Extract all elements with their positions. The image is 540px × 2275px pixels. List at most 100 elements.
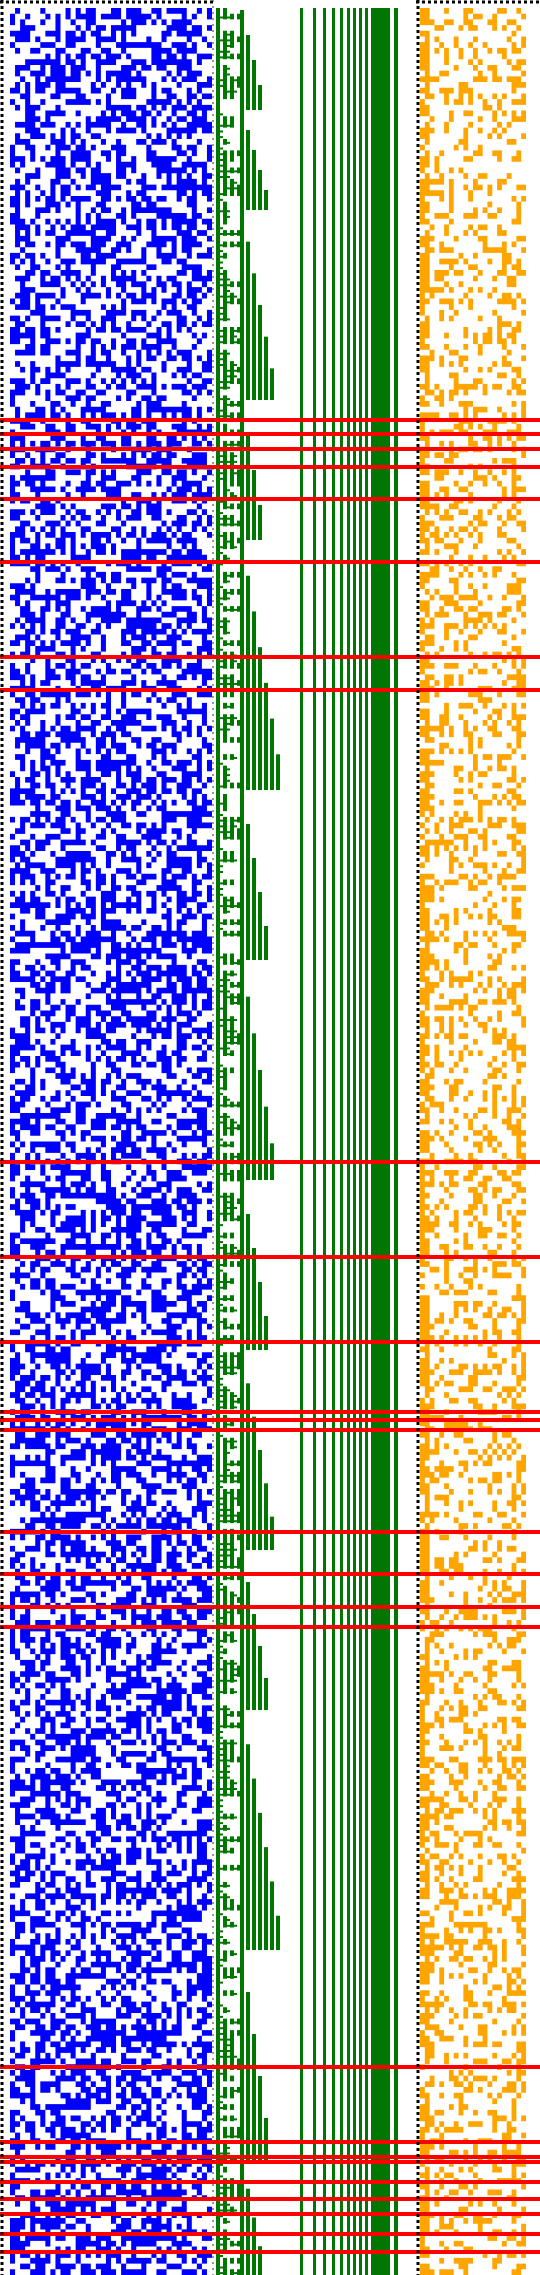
- clade-bar: [240, 790, 244, 960]
- highlight-row: [0, 1410, 540, 1414]
- clade-bar: [264, 1847, 268, 1950]
- highlight-row: [0, 1625, 540, 1629]
- clade-bar: [258, 1646, 262, 1710]
- highlight-row: [0, 447, 540, 451]
- highlight-row: [0, 2212, 540, 2216]
- highlight-row: [0, 560, 540, 564]
- tree-trunk-line: [340, 8, 343, 2275]
- highlight-row: [0, 465, 540, 469]
- tree-trunk-line: [300, 8, 303, 2275]
- clade-bar: [252, 470, 256, 540]
- clade-bar: [264, 2118, 268, 2160]
- clade-bar: [258, 505, 262, 540]
- highlight-rows: [0, 418, 540, 2254]
- clade-bar: [258, 2246, 262, 2275]
- clade-bar: [252, 1778, 256, 1950]
- highlight-row: [0, 2065, 540, 2069]
- left-dot-matrix: [10, 8, 212, 2275]
- tree-trunk-line: [323, 8, 326, 2275]
- clade-bar: [246, 1744, 250, 1950]
- highlight-row: [0, 2160, 540, 2164]
- highlight-row: [0, 1530, 540, 1534]
- clade-bar: [258, 85, 262, 110]
- clade-bar: [264, 682, 268, 790]
- clade-bar: [264, 1483, 268, 1550]
- clade-bar: [246, 824, 250, 960]
- tree-line-panel: [216, 8, 398, 2275]
- highlight-row: [0, 2232, 540, 2236]
- clade-bar: [252, 1033, 256, 1180]
- clade-bar: [246, 241, 250, 400]
- clade-bar: [246, 1582, 250, 1710]
- clade-bar: [246, 130, 250, 210]
- clade-bar: [240, 540, 244, 790]
- clade-bar: [264, 1678, 268, 1710]
- highlight-row: [0, 418, 540, 422]
- clade-bar: [252, 611, 256, 790]
- clade-bar: [246, 575, 250, 790]
- clade-bar: [240, 1180, 244, 1350]
- right-matrix-cells: [420, 8, 526, 2275]
- clade-bar: [240, 400, 244, 540]
- clade-bar: [258, 170, 262, 210]
- highlight-row: [0, 1340, 540, 1344]
- clade-bar: [240, 960, 244, 1180]
- clade-bar: [240, 1350, 244, 1550]
- clade-bar: [252, 1416, 256, 1550]
- highlight-row: [0, 2197, 540, 2201]
- clade-bar: [270, 718, 274, 790]
- tree-trunk-line: [365, 8, 368, 2275]
- clade-bar: [246, 1383, 250, 1550]
- clade-bar: [252, 1614, 256, 1710]
- clade-bar: [270, 1881, 274, 1950]
- clade-bar: [240, 210, 244, 400]
- clade-bar: [252, 858, 256, 960]
- left-matrix-cells: [10, 8, 212, 2275]
- clade-bar: [252, 2217, 256, 2275]
- clade-bar: [246, 1214, 250, 1350]
- tree-trunk-line: [313, 8, 316, 2275]
- highlight-row: [0, 655, 540, 659]
- clade-bar: [264, 1316, 268, 1350]
- clade-bar: [252, 2034, 256, 2160]
- clade-bar: [264, 1106, 268, 1180]
- clade-bar: [252, 60, 256, 110]
- clade-bar: [240, 2160, 244, 2275]
- tree-trunk-line: [359, 8, 362, 2275]
- clade-bar: [240, 1950, 244, 2160]
- clade-bar: [264, 190, 268, 210]
- highlight-row: [0, 2155, 540, 2159]
- highlight-row: [0, 1255, 540, 1259]
- clade-bar: [258, 1450, 262, 1550]
- highlight-row: [0, 2140, 540, 2144]
- tree-trunk-line: [332, 8, 335, 2275]
- clade-bar: [252, 273, 256, 400]
- clade-bar: [252, 150, 256, 210]
- clade-bar: [240, 1710, 244, 1950]
- clade-bar: [276, 754, 280, 790]
- clade-bar: [258, 1812, 262, 1950]
- clade-bar: [258, 892, 262, 960]
- clade-bar: [258, 1282, 262, 1350]
- clade-bar: [240, 10, 244, 110]
- highlight-row: [0, 1572, 540, 1576]
- highlight-row: [0, 688, 540, 692]
- clade-bar: [270, 368, 274, 400]
- clade-bar: [246, 35, 250, 110]
- clade-bar: [258, 647, 262, 790]
- right-dot-matrix: [420, 8, 526, 2275]
- highlight-row: [0, 1160, 540, 1164]
- clade-bar: [276, 1915, 280, 1950]
- highlight-row: [0, 497, 540, 501]
- clade-bar: [264, 926, 268, 960]
- highlight-row: [0, 1605, 540, 1609]
- tree-branches: [216, 8, 244, 2275]
- clade-bar: [252, 1248, 256, 1350]
- clade-bar: [246, 1992, 250, 2160]
- tree-trunk-line: [347, 8, 350, 2275]
- clade-bar: [240, 1550, 244, 1710]
- clade-bar: [258, 2076, 262, 2160]
- highlight-row: [0, 2180, 540, 2184]
- clade-bar: [264, 336, 268, 400]
